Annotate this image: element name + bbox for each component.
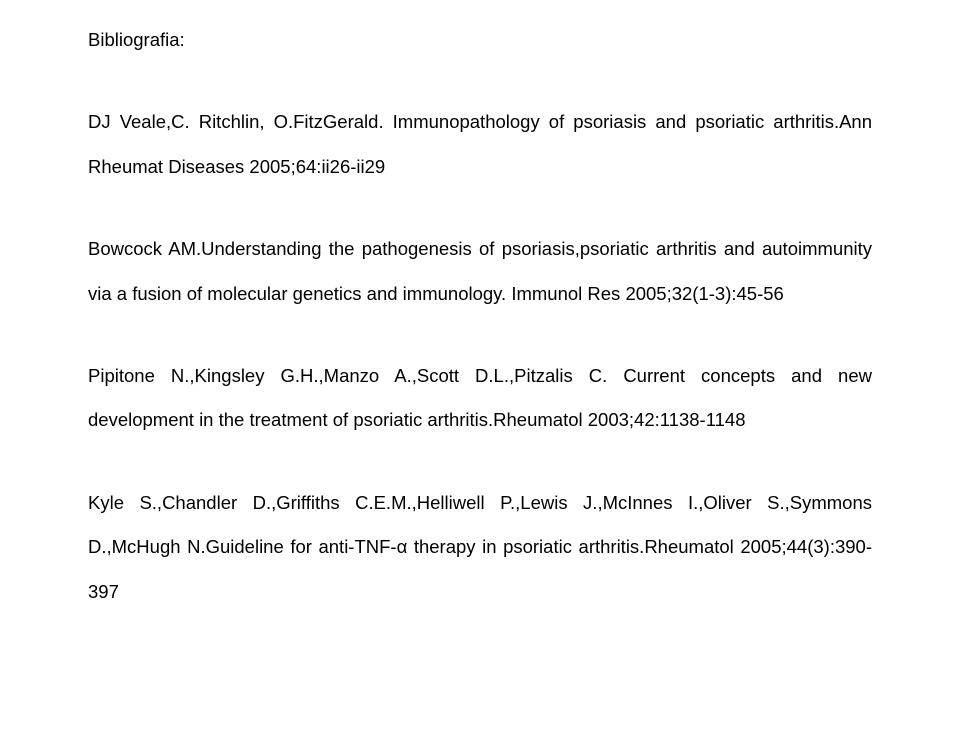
bibliography-heading: Bibliografia: — [88, 18, 872, 62]
reference-item: Pipitone N.,Kingsley G.H.,Manzo A.,Scott… — [88, 354, 872, 443]
reference-item: DJ Veale,C. Ritchlin, O.FitzGerald. Immu… — [88, 100, 872, 189]
bibliography-page: Bibliografia: DJ Veale,C. Ritchlin, O.Fi… — [0, 0, 960, 632]
reference-item: Bowcock AM.Understanding the pathogenesi… — [88, 227, 872, 316]
reference-item: Kyle S.,Chandler D.,Griffiths C.E.M.,Hel… — [88, 481, 872, 614]
